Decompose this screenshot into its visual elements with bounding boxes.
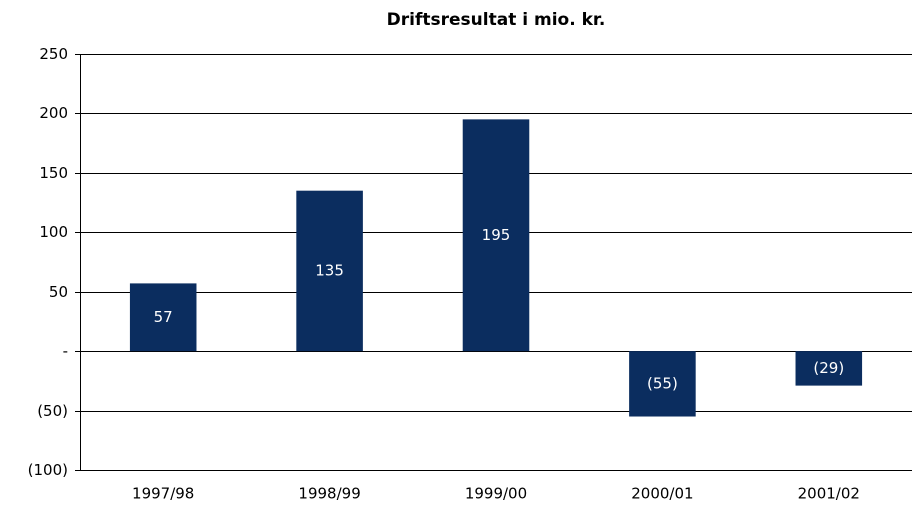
bar bbox=[629, 351, 696, 417]
x-tick-label: 2001/02 bbox=[798, 485, 860, 503]
data-label: 57 bbox=[154, 308, 173, 326]
x-tick-label: 2000/01 bbox=[631, 485, 693, 503]
y-tick-label: - bbox=[63, 342, 68, 360]
y-tick-label: 200 bbox=[39, 104, 68, 122]
y-tick-label: (100) bbox=[28, 461, 68, 479]
x-tick-label: 1997/98 bbox=[132, 485, 194, 503]
bar bbox=[795, 351, 863, 386]
y-tick-label: 100 bbox=[39, 223, 68, 241]
y-tick-label: 150 bbox=[39, 164, 68, 182]
data-label: (55) bbox=[647, 374, 678, 392]
data-label: (29) bbox=[813, 359, 844, 377]
y-tick-label: 250 bbox=[39, 45, 68, 63]
bar bbox=[129, 283, 197, 352]
bar bbox=[296, 190, 363, 352]
data-label: 195 bbox=[482, 226, 511, 244]
y-tick-label: (50) bbox=[37, 402, 68, 420]
data-label: 135 bbox=[315, 261, 344, 279]
x-tick-label: 1998/99 bbox=[298, 485, 360, 503]
y-tick-label: 50 bbox=[49, 283, 68, 301]
x-tick-label: 1999/00 bbox=[465, 485, 527, 503]
bar bbox=[462, 119, 530, 352]
chart-title: Driftsresultat i mio. kr. bbox=[387, 10, 606, 30]
